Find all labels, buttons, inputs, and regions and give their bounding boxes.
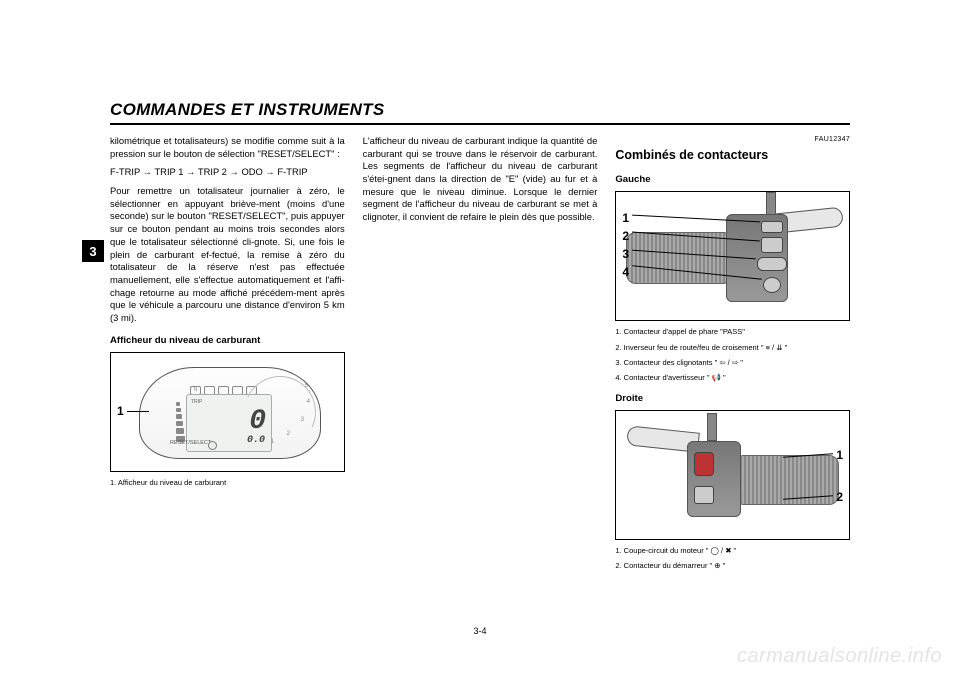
callout-leader xyxy=(127,411,149,412)
section-header: COMMANDES ET INSTRUMENTS xyxy=(110,100,850,120)
dial-number: 4 xyxy=(307,398,310,406)
callout-1: 1 xyxy=(836,447,843,463)
mirror-stem xyxy=(707,413,717,441)
figure-caption: 2. Contacteur du démarreur " ⊕ " xyxy=(615,561,850,570)
subheading-left: Gauche xyxy=(615,174,850,187)
sequence-text: F-TRIP → TRIP 1 → TRIP 2 → ODO → F-TRIP xyxy=(110,166,345,179)
dial-number: 1 xyxy=(271,438,274,446)
figure-left-handlebar: 1 2 3 4 xyxy=(615,191,850,321)
callout-2: 2 xyxy=(622,228,629,244)
manual-page: COMMANDES ET INSTRUMENTS kilométrique et… xyxy=(110,100,850,640)
horn-switch xyxy=(763,277,781,293)
lcd-trip-label: TRIP xyxy=(191,399,202,406)
body-text: Pour remettre un totalisateur journalier… xyxy=(110,185,345,325)
subheading-right: Droite xyxy=(615,393,850,406)
figure-caption: 1. Coupe-circuit du moteur " ◯ / ✖ " xyxy=(615,546,850,555)
callout-2: 2 xyxy=(836,489,843,505)
figure-fuel-gauge: N TRIP 0 0.0 xyxy=(110,352,345,472)
callout-1: 1 xyxy=(117,403,124,419)
dial-number: 3 xyxy=(301,416,304,424)
reset-select-label: RESET/SELECT xyxy=(170,440,211,447)
figure-caption: 1. Contacteur d'appel de phare "PASS" xyxy=(615,327,850,336)
reset-select-knob xyxy=(208,441,217,450)
dial-number: 2 xyxy=(287,430,290,438)
instrument-cluster: N TRIP 0 0.0 xyxy=(139,367,321,459)
section-title-switches: Combinés de contacteurs xyxy=(615,147,850,164)
fuel-segments xyxy=(176,402,186,444)
left-grip xyxy=(626,232,728,284)
callout-4: 4 xyxy=(622,264,629,280)
figure-caption: 2. Inverseur feu de route/feu de croisem… xyxy=(615,343,850,352)
column-2: L'afficheur du niveau de carburant indiq… xyxy=(363,135,598,576)
start-switch xyxy=(694,486,714,504)
subheading-fuel-gauge: Afficheur du niveau de carburant xyxy=(110,335,345,348)
column-3: FAU12347 Combinés de contacteurs Gauche … xyxy=(615,135,850,576)
right-switch-pod xyxy=(687,441,741,517)
content-columns: kilométrique et totalisateurs) se modifi… xyxy=(110,135,850,576)
left-switch-pod xyxy=(726,214,788,302)
callout-1: 1 xyxy=(622,210,629,226)
dial-number: 5 xyxy=(305,382,308,390)
body-text: L'afficheur du niveau de carburant indiq… xyxy=(363,135,598,224)
header-rule xyxy=(110,123,850,125)
right-grip xyxy=(739,455,839,505)
doc-code: FAU12347 xyxy=(615,135,850,144)
dimmer-switch xyxy=(761,237,783,253)
column-1: kilométrique et totalisateurs) se modifi… xyxy=(110,135,345,576)
chapter-tab: 3 xyxy=(82,240,104,262)
body-text: kilométrique et totalisateurs) se modifi… xyxy=(110,135,345,160)
figure-caption: 4. Contacteur d'avertisseur " 📢 " xyxy=(615,373,850,382)
turn-signal-switch xyxy=(757,257,787,271)
figure-right-handlebar: 1 2 xyxy=(615,410,850,540)
watermark: carmanualsonline.info xyxy=(737,645,942,668)
figure-caption: 1. Afficheur du niveau de carburant xyxy=(110,478,345,487)
page-number: 3-4 xyxy=(110,626,850,636)
pass-switch xyxy=(761,221,783,233)
callout-3: 3 xyxy=(622,246,629,262)
engine-stop-switch xyxy=(694,452,714,476)
figure-caption: 3. Contacteur des clignotants " ⇦ / ⇨ " xyxy=(615,358,850,367)
